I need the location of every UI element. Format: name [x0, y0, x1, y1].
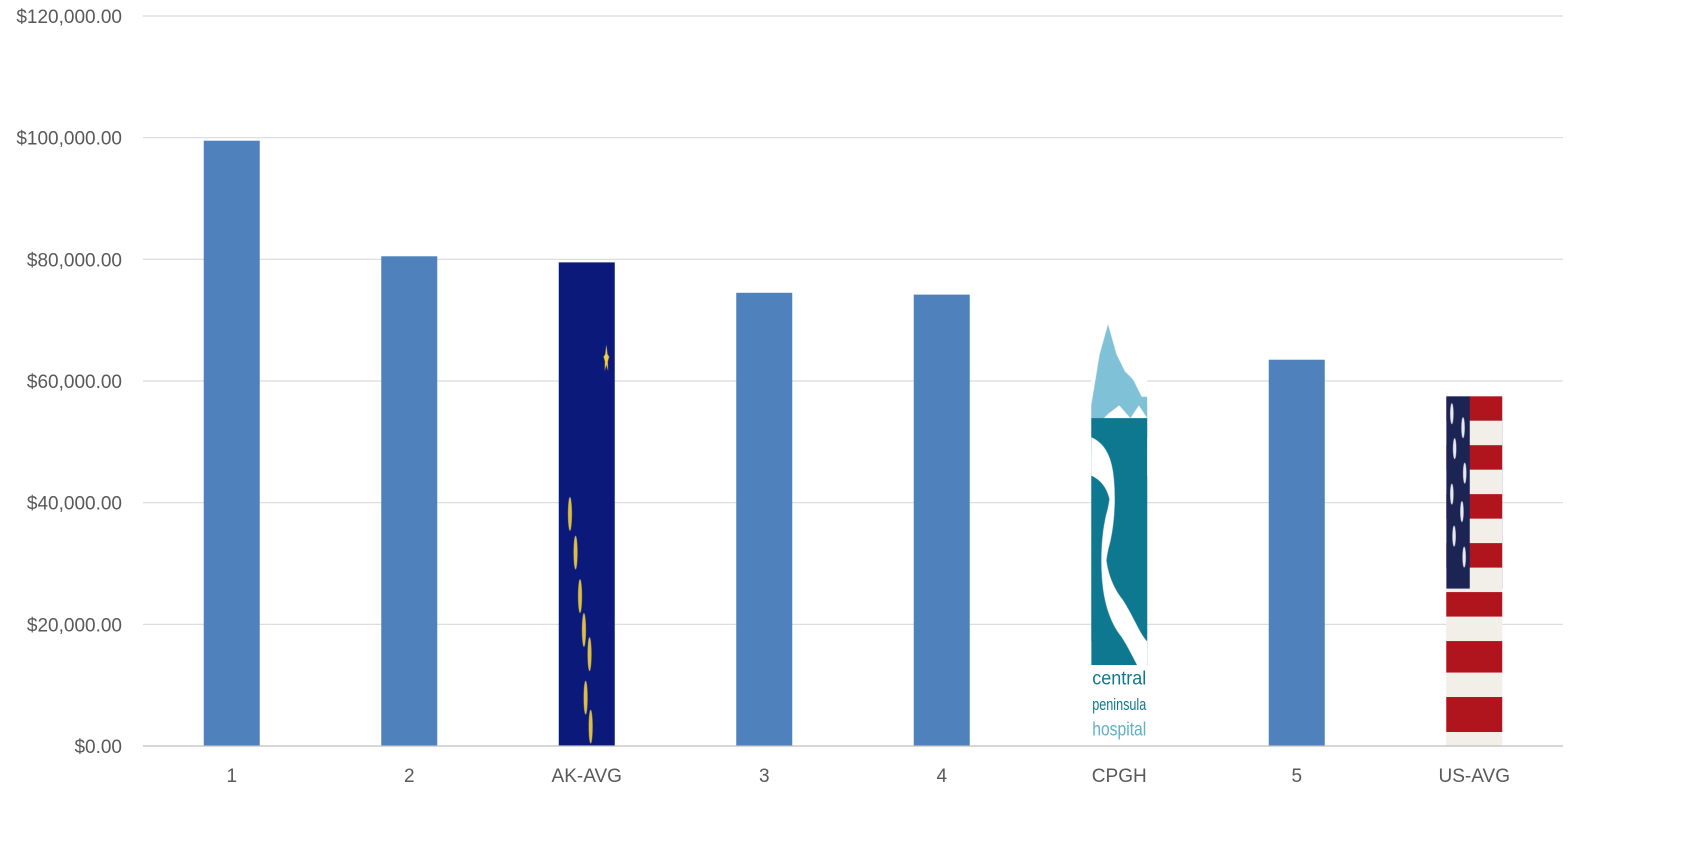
y-tick-label: $20,000.00 — [27, 615, 122, 636]
bar-cpgh — [1091, 320, 1148, 746]
y-tick-label: $40,000.00 — [27, 494, 122, 515]
y-tick-label: $60,000.00 — [27, 372, 122, 393]
bar-1 — [203, 140, 260, 747]
bar-2 — [381, 256, 438, 746]
cpgh-logo-text: hospital — [1092, 719, 1146, 740]
bar-3 — [736, 292, 793, 746]
y-tick-label: $0.00 — [74, 737, 122, 758]
x-tick-label: AK-AVG — [552, 766, 622, 787]
bars: central peninsula hospital — [203, 140, 1503, 747]
bar-4 — [913, 294, 970, 746]
x-tick-label: 3 — [759, 766, 770, 787]
cpgh-logo-text: peninsula — [1092, 695, 1146, 714]
x-tick-label: 5 — [1291, 766, 1302, 787]
x-tick-label: 1 — [226, 766, 237, 787]
y-tick-label: $120,000.00 — [16, 7, 122, 28]
cpgh-logo-text: central — [1092, 668, 1146, 689]
x-tick-label: 2 — [404, 766, 415, 787]
y-axis-ticks: $0.00 $20,000.00 $40,000.00 $60,000.00 $80,0… — [16, 7, 122, 758]
x-tick-label: US-AVG — [1439, 766, 1510, 787]
bar-ak-avg — [558, 262, 615, 746]
y-tick-label: $80,000.00 — [27, 250, 122, 271]
x-tick-label: 4 — [936, 766, 947, 787]
bar-us-avg — [1446, 396, 1503, 746]
bar-5 — [1268, 359, 1325, 746]
x-tick-label: CPGH — [1092, 766, 1147, 787]
y-tick-label: $100,000.00 — [16, 129, 122, 150]
gridlines — [143, 15, 1563, 625]
x-axis-ticks: 1 2 AK-AVG 3 4 CPGH 5 US-AVG — [226, 766, 1510, 787]
